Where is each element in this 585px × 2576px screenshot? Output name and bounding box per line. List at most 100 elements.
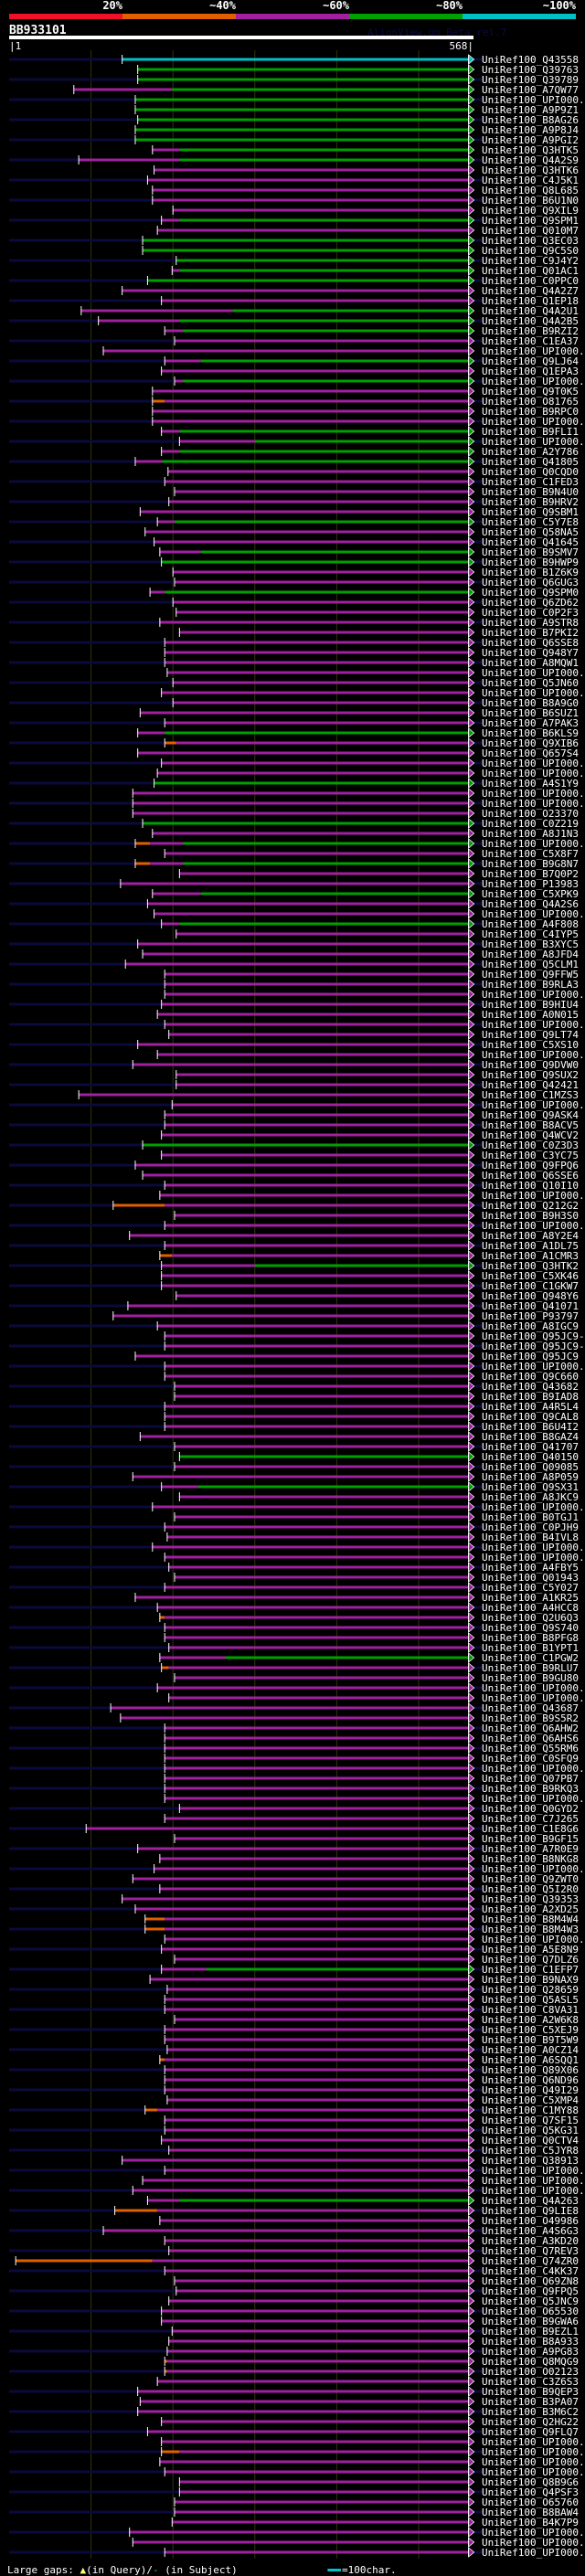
alignment-end-arrow xyxy=(468,1521,475,1532)
alignment-segment xyxy=(98,319,180,323)
alignment-segment xyxy=(166,2359,469,2363)
alignment-segment xyxy=(154,912,469,916)
alignment-end-arrow xyxy=(468,2416,475,2427)
hit-label: UniRef100_O49986 xyxy=(482,2215,579,2227)
alignment-end-arrow xyxy=(468,2195,475,2206)
alignment-end-arrow xyxy=(468,959,475,970)
alignment-segment xyxy=(174,1445,469,1448)
alignment-segment xyxy=(182,862,469,865)
hit-label: UniRef100_B9GF15 xyxy=(482,1833,579,1845)
alignment-end-arrow xyxy=(468,2476,475,2487)
alignment-end-arrow xyxy=(468,2486,475,2497)
hit-label: UniRef100_UPI000.. xyxy=(482,2165,585,2177)
alignment-end-arrow xyxy=(468,758,475,769)
hit-label: UniRef100_A2W6K8 xyxy=(482,2014,579,2026)
alignment-segment xyxy=(157,228,469,232)
alignment-end-arrow xyxy=(468,2396,475,2407)
alignment-segment xyxy=(140,1435,469,1438)
alignment-end-arrow xyxy=(468,1461,475,1472)
alignment-end-arrow xyxy=(468,2406,475,2417)
alignment-segment xyxy=(152,1545,469,1549)
alignment-end-arrow xyxy=(468,74,475,85)
alignment-segment xyxy=(179,922,469,926)
hit-label: UniRef100_Q39353 xyxy=(482,1893,579,1905)
alignment-segment xyxy=(179,2480,469,2484)
hit-label: UniRef100_C5XMP4 xyxy=(482,2094,579,2106)
hit-label: UniRef100_Q9DVW0 xyxy=(482,1059,579,1071)
hit-label: UniRef100_Q6ND96 xyxy=(482,2074,579,2086)
hit-label: UniRef100_B6U1N0 xyxy=(482,195,579,207)
hit-label: UniRef100_C1GKW7 xyxy=(482,1280,579,1292)
alignment-end-arrow xyxy=(468,657,475,668)
alignment-segment xyxy=(157,771,469,775)
alignment-end-arrow xyxy=(468,1029,475,1040)
hit-label: UniRef100_B9QEP3 xyxy=(482,2386,579,2398)
alignment-segment xyxy=(179,450,469,453)
alignment-segment xyxy=(157,1053,469,1056)
alignment-end-arrow xyxy=(468,1984,475,1995)
hit-label: UniRef100_Q4A263 xyxy=(482,2195,579,2207)
hit-label: UniRef100_C0PJH9 xyxy=(482,1521,579,1533)
hit-label: UniRef100_C5XS10 xyxy=(482,1039,579,1051)
alignment-end-arrow xyxy=(468,215,475,226)
alignment-end-arrow xyxy=(468,295,475,306)
alignment-end-arrow xyxy=(468,1200,475,1211)
alignment-end-arrow xyxy=(468,1893,475,1904)
alignment-segment xyxy=(152,2259,469,2263)
hit-label: UniRef100_Q9FPQ6 xyxy=(482,1160,579,1171)
alignment-segment xyxy=(179,429,469,433)
alignment-end-arrow xyxy=(468,376,475,387)
hit-label: UniRef100_A7QW77 xyxy=(482,84,579,96)
alignment-segment xyxy=(174,1676,469,1680)
hit-label: UniRef100_Q07PB7 xyxy=(482,1773,579,1785)
alignment-end-arrow xyxy=(468,325,475,336)
alignment-segment xyxy=(112,1314,469,1318)
hit-label: UniRef100_B4K7P9 xyxy=(482,2517,579,2528)
hit-label: UniRef100_UPI000.. xyxy=(482,1682,585,1694)
alignment-end-arrow xyxy=(468,2316,475,2327)
alignment-segment xyxy=(165,661,469,664)
alignment-end-arrow xyxy=(468,386,475,397)
alignment-end-arrow xyxy=(468,1733,475,1744)
hit-label: UniRef100_Q7SF15 xyxy=(482,2115,579,2126)
alignment-end-arrow xyxy=(468,255,475,266)
alignment-end-arrow xyxy=(468,54,475,65)
hit-label: UniRef100_A4F808 xyxy=(482,918,579,930)
alignment-segment xyxy=(165,721,469,725)
hit-label: UniRef100_Q9LJ64 xyxy=(482,355,579,367)
hit-label: UniRef100_Q95JC9 xyxy=(482,1351,579,1362)
hit-label: UniRef100_Q9S740 xyxy=(482,1622,579,1634)
hit-label: UniRef100_Q40150 xyxy=(482,1451,579,1463)
alignment-segment xyxy=(122,58,469,61)
hit-label: UniRef100_C5Y7E8 xyxy=(482,516,579,528)
alignment-end-arrow xyxy=(468,938,475,949)
hit-label: UniRef100_UPI000.. xyxy=(482,1552,585,1564)
alignment-segment xyxy=(179,2450,469,2454)
hit-label: UniRef100_Q9LIE8 xyxy=(482,2205,579,2217)
hit-label: UniRef100_C5XEJ9 xyxy=(482,2024,579,2036)
alignment-segment xyxy=(150,862,183,865)
alignment-end-arrow xyxy=(468,1019,475,1030)
alignment-segment xyxy=(165,1525,469,1529)
alignment-segment xyxy=(152,419,469,423)
alignment-segment xyxy=(159,1857,469,1860)
alignment-end-arrow xyxy=(468,1441,475,1452)
alignment-segment xyxy=(165,590,469,594)
alignment-end-arrow xyxy=(468,1330,475,1341)
hit-label: UniRef100_C7J265 xyxy=(482,1813,579,1825)
alignment-end-arrow xyxy=(468,416,475,427)
alignment-segment xyxy=(134,108,469,111)
alignment-segment xyxy=(179,872,469,875)
hit-label: UniRef100_Q95JC9-2 xyxy=(482,1330,585,1342)
alignment-segment xyxy=(168,2148,469,2152)
subject-gap-text: (in Subject) xyxy=(158,2564,238,2576)
alignment-segment xyxy=(176,2289,469,2293)
alignment-segment xyxy=(174,1515,469,1519)
alignment-segment xyxy=(172,1254,469,1257)
alignment-segment xyxy=(161,429,180,433)
alignment-end-arrow xyxy=(468,1954,475,1965)
hit-label: UniRef100_Q1EPA3 xyxy=(482,366,579,377)
hit-label: UniRef100_C0P2F3 xyxy=(482,607,579,619)
hit-label: UniRef100_B6KLS9 xyxy=(482,727,579,739)
alignment-end-arrow xyxy=(468,1260,475,1271)
